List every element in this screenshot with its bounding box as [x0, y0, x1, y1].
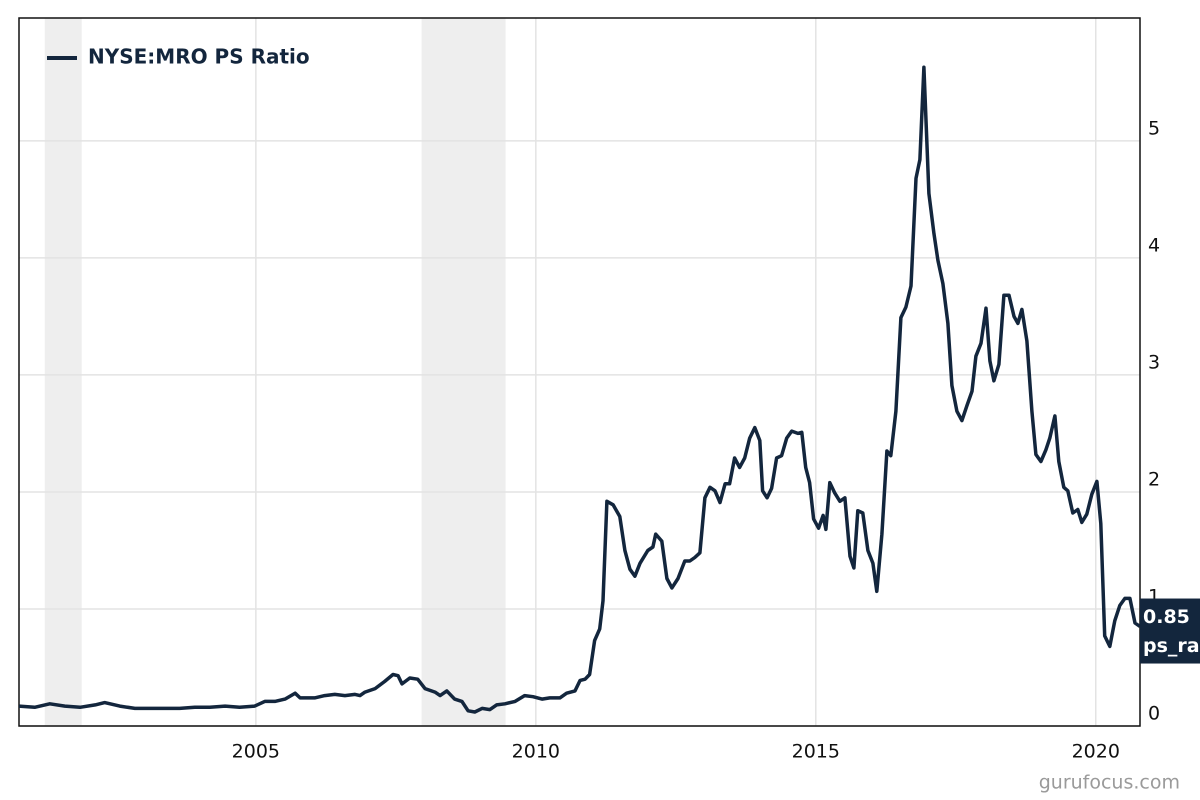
x-tick-label: 2015: [792, 741, 840, 763]
recession-band: [421, 18, 506, 726]
y-tick-label: 5: [1148, 117, 1160, 139]
plot-frame: [18, 17, 1141, 727]
y-tick-label: 3: [1148, 351, 1160, 373]
last-value-box: [1140, 598, 1200, 664]
y-tick-label: 4: [1148, 234, 1160, 256]
legend-label: NYSE:MRO PS Ratio: [88, 45, 310, 69]
y-tick-label: 0: [1148, 703, 1160, 725]
x-tick-label: 2020: [1072, 741, 1120, 763]
x-tick-label: 2010: [512, 741, 560, 763]
watermark: gurufocus.com: [1039, 772, 1180, 794]
y-tick-label: 2: [1148, 468, 1160, 490]
last-value-name: ps_ra: [1143, 635, 1200, 657]
recession-band: [44, 18, 82, 726]
series-line: [18, 65, 1142, 714]
last-value: 0.85: [1143, 606, 1190, 628]
x-tick-label: 2005: [232, 741, 280, 763]
plot-underlay: [18, 17, 1141, 727]
